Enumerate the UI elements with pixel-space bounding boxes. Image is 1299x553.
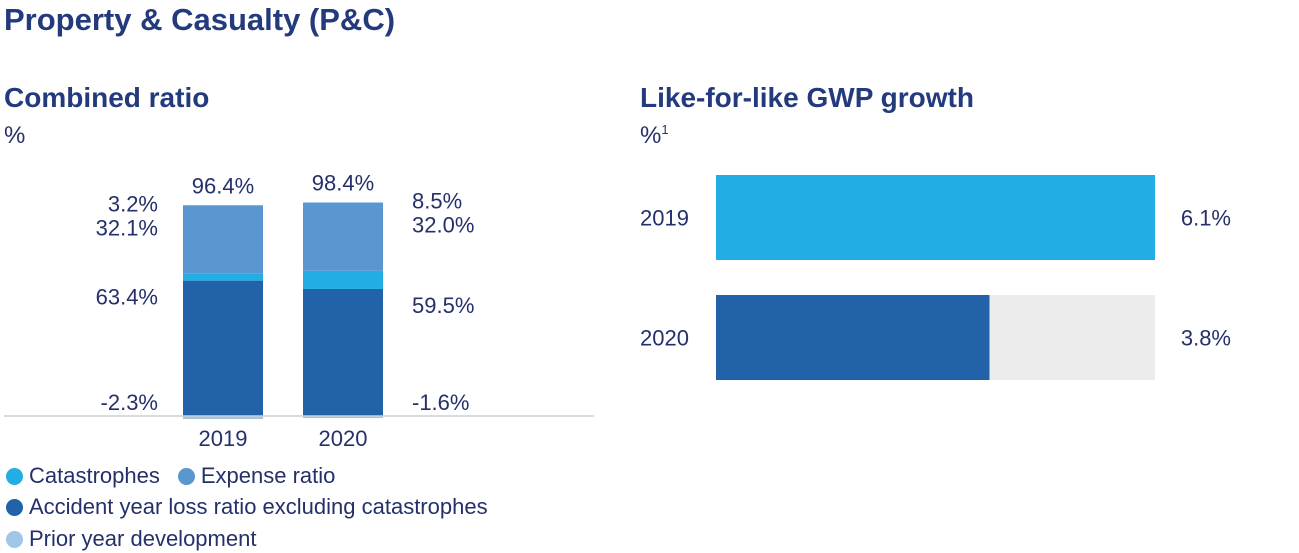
value-label-2020: 3.8% [1181, 326, 1231, 351]
gwp-unit-footnote: 1 [661, 122, 669, 137]
legend-swatch-catastrophes [6, 467, 23, 485]
bar-segment-prior-year-2020 [303, 416, 383, 419]
combined-ratio-unit: % [4, 122, 26, 149]
legend-row-1: Catastrophes Expense ratio [6, 463, 335, 489]
category-label-2020: 2020 [640, 326, 689, 351]
bar-2019 [716, 175, 1155, 260]
combined-ratio-title: Combined ratio [4, 82, 210, 113]
bar-segment-prior-year-2019 [183, 416, 263, 419]
total-label-2020: 98.4% [312, 171, 374, 196]
gwp-growth-title: Like-for-like GWP growth [640, 82, 974, 113]
bar-segment-expense-ratio-2019 [183, 205, 263, 274]
bar-segment-accident-year-2019 [183, 280, 263, 416]
legend-label-expense-ratio: Expense ratio [200, 463, 336, 488]
value-label-prior-year-2019: -2.3% [101, 390, 158, 415]
bar-segment-catastrophes-2020 [303, 270, 383, 289]
gwp-growth-unit: %1 [640, 122, 669, 150]
gwp-unit-symbol: % [640, 122, 662, 149]
legend-swatch-prior-year [6, 530, 23, 548]
value-label-expense-ratio-2019: 32.1% [96, 215, 158, 240]
value-label-catastrophes-2020: 8.5% [412, 189, 462, 214]
legend-swatch-expense-ratio [177, 467, 195, 485]
value-label-accident-year-2019: 63.4% [96, 285, 158, 310]
legend-row-3: Prior year development [6, 526, 256, 552]
bar-segment-catastrophes-2019 [183, 273, 263, 281]
value-label-2019: 6.1% [1181, 206, 1231, 231]
category-label-2020: 2020 [319, 426, 368, 451]
legend-label-catastrophes: Catastrophes [29, 463, 160, 488]
bar-2020 [716, 295, 990, 380]
legend-row-2: Accident year loss ratio excluding catas… [6, 494, 488, 520]
bar-segment-accident-year-2020 [303, 288, 383, 416]
category-label-2019: 2019 [640, 206, 689, 231]
legend-label-accident-year: Accident year loss ratio excluding catas… [29, 494, 488, 519]
total-label-2019: 96.4% [192, 173, 254, 198]
legend-label-prior-year: Prior year development [29, 526, 257, 551]
gwp-growth-chart: 2019 6.1% 2020 3.8% [640, 175, 1231, 380]
bar-segment-expense-ratio-2020 [303, 202, 383, 271]
legend-swatch-accident-year [6, 498, 23, 516]
category-label-2019: 2019 [199, 426, 248, 451]
value-label-accident-year-2020: 59.5% [412, 293, 474, 318]
value-label-catastrophes-2019: 3.2% [108, 191, 158, 216]
value-label-expense-ratio-2020: 32.0% [412, 213, 474, 238]
value-label-prior-year-2020: -1.6% [412, 390, 469, 415]
combined-ratio-chart: 96.4% 2019 3.2%32.1% 63.4% -2.3% 98.4% 2020 8.5… [4, 171, 594, 451]
page-title: Property & Casualty (P&C) [4, 2, 396, 37]
